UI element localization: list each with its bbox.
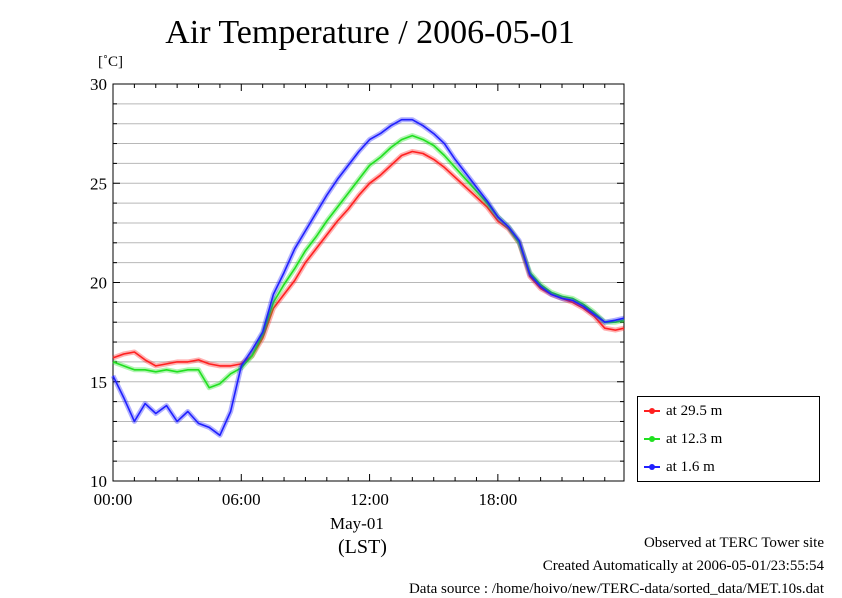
x-tick-label: 12:00	[350, 490, 389, 509]
legend-swatch-dot	[649, 408, 655, 414]
date-label: May-01	[330, 514, 384, 533]
y-tick-label: 25	[90, 174, 107, 193]
legend-item-29-5m: at 29.5 m	[644, 401, 722, 421]
legend-swatch-29-5m	[644, 406, 660, 416]
legend-swatch-dot	[649, 436, 655, 442]
legend-item-1-6m: at 1.6 m	[644, 457, 715, 477]
legend-swatch-dot	[649, 464, 655, 470]
legend-label: at 12.3 m	[666, 430, 723, 447]
y-tick-label: 10	[90, 472, 107, 491]
y-tick-label: 20	[90, 274, 107, 293]
footer-site: Observed at TERC Tower site	[643, 535, 824, 551]
series-line-1	[112, 134, 625, 389]
legend-swatch-1-6m	[644, 462, 660, 472]
legend-item-12-3m: at 12.3 m	[644, 429, 722, 449]
y-axis-unit-label: [˚C]	[98, 54, 123, 70]
x-tick-label: 18:00	[478, 490, 517, 509]
page-title: Air Temperature / 2006-05-01	[165, 14, 575, 51]
series-line-halo	[112, 133, 625, 391]
y-tick-label: 15	[90, 373, 107, 392]
footer-created: Created Automatically at 2006-05-01/23:5…	[542, 558, 824, 574]
legend-label: at 29.5 m	[666, 402, 723, 419]
legend-swatch-12-3m	[644, 434, 660, 444]
y-tick-label: 30	[90, 75, 107, 94]
series-line-0	[112, 150, 625, 367]
series-line-2	[112, 118, 625, 437]
x-tick-label: 06:00	[222, 490, 261, 509]
footer-source: Data source : /home/hoivo/new/TERC-data/…	[408, 581, 824, 597]
legend-label: at 1.6 m	[666, 458, 715, 475]
legend: at 29.5 m at 12.3 m at 1.6 m	[637, 396, 820, 482]
x-axis-title: (LST)	[338, 536, 387, 558]
x-tick-label: 00:00	[94, 490, 133, 509]
